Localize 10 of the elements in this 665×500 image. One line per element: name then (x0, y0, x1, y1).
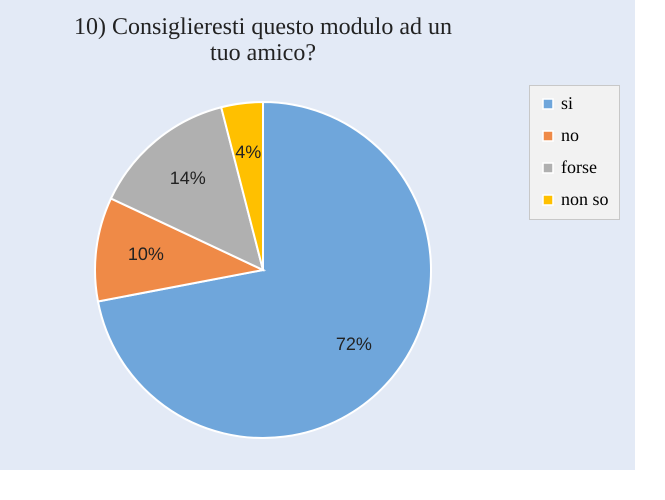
chart-title: 10) Consiglieresti questo modulo ad un tuo amico? (74, 14, 452, 66)
legend-label: forse (561, 157, 597, 177)
legend-label: si (561, 93, 574, 113)
legend-label: non so (561, 189, 609, 209)
legend-label: no (561, 125, 579, 145)
data-label: 14% (170, 168, 206, 188)
data-label: 4% (235, 142, 262, 162)
data-label: 72% (336, 334, 372, 354)
data-label: 10% (128, 244, 164, 264)
pie-slice (96, 101, 432, 439)
